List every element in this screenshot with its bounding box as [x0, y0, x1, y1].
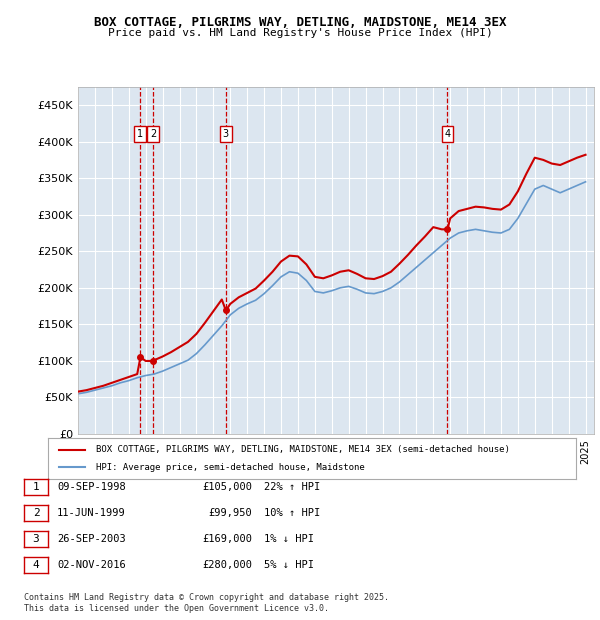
- Text: BOX COTTAGE, PILGRIMS WAY, DETLING, MAIDSTONE, ME14 3EX (semi-detached house): BOX COTTAGE, PILGRIMS WAY, DETLING, MAID…: [95, 445, 509, 454]
- Text: £99,950: £99,950: [208, 508, 252, 518]
- Text: 09-SEP-1998: 09-SEP-1998: [57, 482, 126, 492]
- Text: 1: 1: [32, 482, 40, 492]
- Text: 1% ↓ HPI: 1% ↓ HPI: [264, 534, 314, 544]
- Text: BOX COTTAGE, PILGRIMS WAY, DETLING, MAIDSTONE, ME14 3EX: BOX COTTAGE, PILGRIMS WAY, DETLING, MAID…: [94, 16, 506, 29]
- Text: Price paid vs. HM Land Registry's House Price Index (HPI): Price paid vs. HM Land Registry's House …: [107, 28, 493, 38]
- Text: 02-NOV-2016: 02-NOV-2016: [57, 560, 126, 570]
- Text: £169,000: £169,000: [202, 534, 252, 544]
- Text: £105,000: £105,000: [202, 482, 252, 492]
- Text: 22% ↑ HPI: 22% ↑ HPI: [264, 482, 320, 492]
- Text: £280,000: £280,000: [202, 560, 252, 570]
- Text: 11-JUN-1999: 11-JUN-1999: [57, 508, 126, 518]
- Text: 3: 3: [32, 534, 40, 544]
- Text: 1: 1: [137, 130, 143, 140]
- Text: 4: 4: [32, 560, 40, 570]
- Text: 2: 2: [150, 130, 156, 140]
- Text: Contains HM Land Registry data © Crown copyright and database right 2025.
This d: Contains HM Land Registry data © Crown c…: [24, 593, 389, 613]
- Text: 5% ↓ HPI: 5% ↓ HPI: [264, 560, 314, 570]
- Text: 26-SEP-2003: 26-SEP-2003: [57, 534, 126, 544]
- Text: 4: 4: [445, 130, 451, 140]
- Text: HPI: Average price, semi-detached house, Maidstone: HPI: Average price, semi-detached house,…: [95, 463, 364, 472]
- Text: 2: 2: [32, 508, 40, 518]
- Text: 3: 3: [223, 130, 229, 140]
- Text: 10% ↑ HPI: 10% ↑ HPI: [264, 508, 320, 518]
